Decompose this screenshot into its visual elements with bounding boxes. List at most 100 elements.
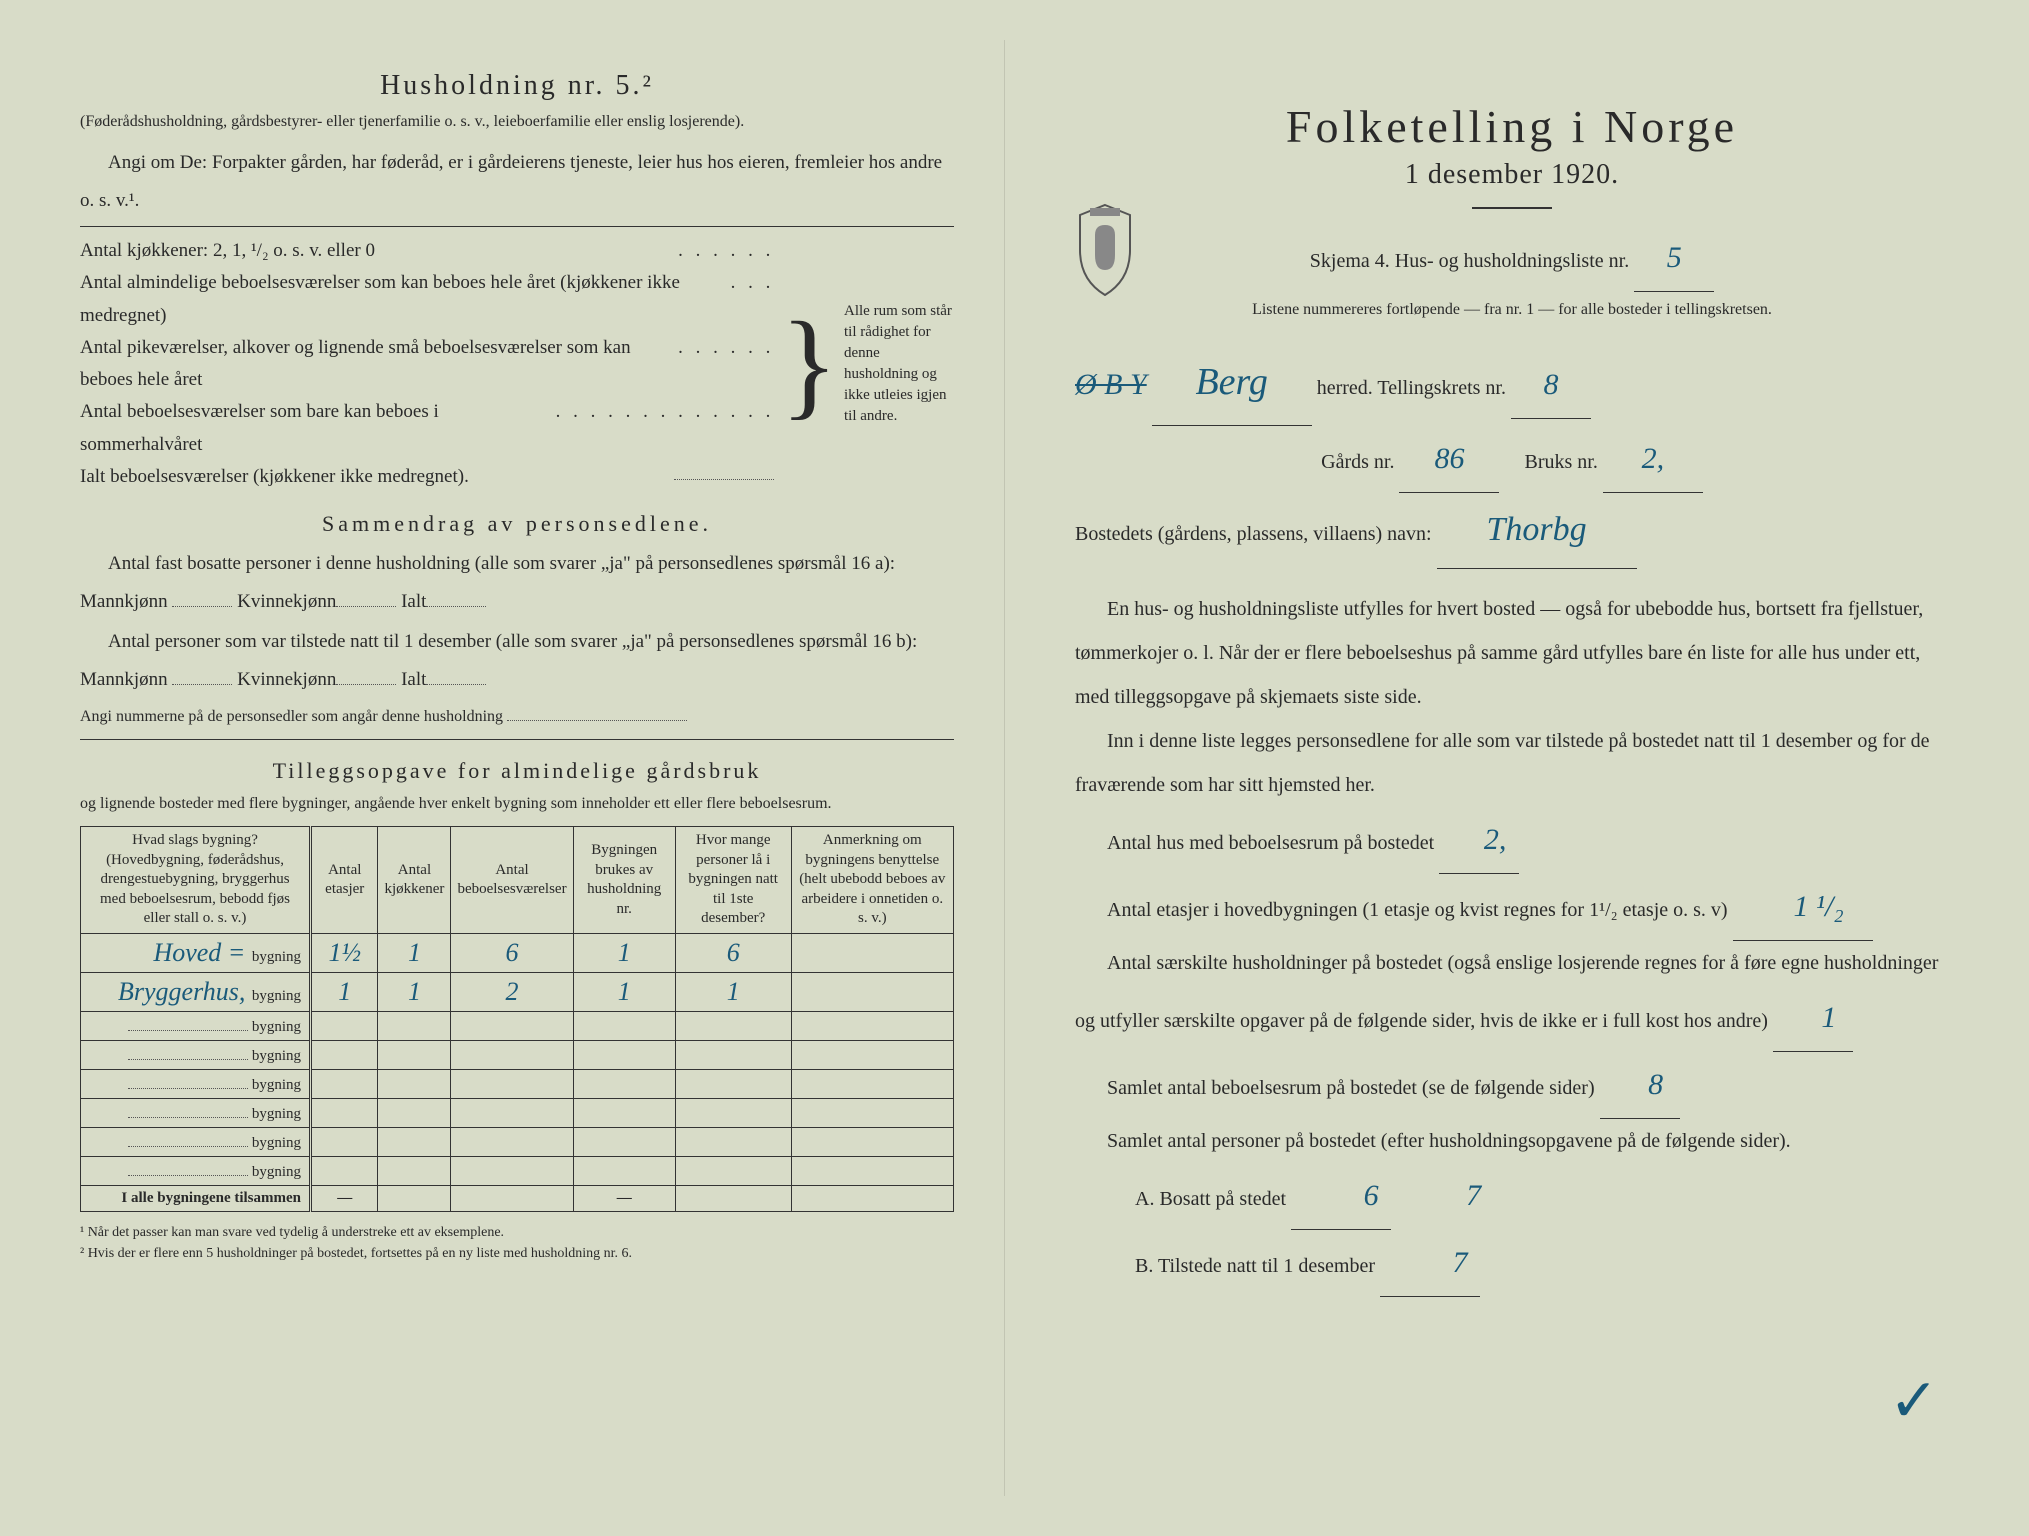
cell-bygning: bygning	[81, 1098, 311, 1127]
table-row: bygning	[81, 1040, 954, 1069]
cell-hushold	[573, 1069, 675, 1098]
cell-kjokkener: 1	[378, 933, 451, 972]
th-vaerelser: Antal beboelsesværelser	[451, 827, 573, 934]
census-title: Folketelling i Norge	[1075, 100, 1949, 153]
cell-kjokkener	[378, 1098, 451, 1127]
q-hus: Antal hus med beboelsesrum på bostedet	[1107, 832, 1434, 854]
table-row: bygning	[81, 1098, 954, 1127]
cell-personer	[675, 1127, 791, 1156]
cell-anm	[791, 1069, 953, 1098]
bosted-value: Thorbg	[1437, 493, 1637, 569]
cell-vaerelser	[451, 1156, 573, 1185]
cell-personer: 1	[675, 972, 791, 1011]
table-row: bygning	[81, 1127, 954, 1156]
building-table: Hvad slags bygning? (Hovedbygning, føder…	[80, 826, 954, 1212]
cell-vaerelser: 6	[451, 933, 573, 972]
brace-icon: }	[774, 310, 844, 418]
ialt-line: Ialt beboelsesværelser (kjøkkener ikke m…	[80, 461, 674, 493]
cell-etasjer	[311, 1098, 378, 1127]
cell-vaerelser	[451, 1127, 573, 1156]
cell-etasjer	[311, 1011, 378, 1040]
angi-text: Angi om De: Forpakter gården, har føderå…	[80, 144, 954, 220]
cell-bygning: bygning	[81, 1011, 311, 1040]
q-b: B. Tilstede natt til 1 desember	[1135, 1255, 1375, 1277]
cell-anm	[791, 1098, 953, 1127]
q-persons: Samlet antal personer på bostedet (efter…	[1075, 1119, 1949, 1163]
cell-etasjer	[311, 1127, 378, 1156]
v-hus: 2,	[1439, 807, 1519, 874]
table-row: Bryggerhus, bygning11211	[81, 972, 954, 1011]
cell-hushold: 1	[573, 933, 675, 972]
cell-hushold	[573, 1040, 675, 1069]
cell-anm	[791, 1011, 953, 1040]
cell-hushold	[573, 1098, 675, 1127]
table-row: bygning	[81, 1069, 954, 1098]
cell-hushold	[573, 1011, 675, 1040]
cell-bygning: bygning	[81, 1069, 311, 1098]
cell-anm	[791, 933, 953, 972]
cell-anm	[791, 1156, 953, 1185]
cell-anm	[791, 1040, 953, 1069]
cell-etasjer	[311, 1040, 378, 1069]
footnote-2: ² Hvis der er flere enn 5 husholdninger …	[80, 1243, 954, 1264]
total-label: I alle bygningene tilsammen	[81, 1185, 311, 1211]
cell-hushold	[573, 1127, 675, 1156]
coat-of-arms-icon	[1065, 200, 1145, 300]
th-kjokkener: Antal kjøkkener	[378, 827, 451, 934]
herred-value: Berg	[1152, 341, 1312, 426]
skjema-label: Skjema 4. Hus- og husholdningsliste nr.	[1310, 250, 1629, 272]
skjema-nr: 5	[1634, 225, 1714, 292]
right-page: Folketelling i Norge 1 desember 1920. Sk…	[1005, 40, 1999, 1496]
cell-vaerelser: 2	[451, 972, 573, 1011]
footnotes: ¹ Når det passer kan man svare ved tydel…	[80, 1222, 954, 1264]
herred-label: herred. Tellingskrets nr.	[1317, 377, 1506, 399]
cell-personer: 6	[675, 933, 791, 972]
bosted-label: Bostedets (gårdens, plassens, villaens) …	[1075, 523, 1432, 545]
table-row: bygning	[81, 1011, 954, 1040]
cell-kjokkener	[378, 1069, 451, 1098]
kitchens-line: Antal kjøkkener: 2, 1, ¹/₂ o. s. v. elle…	[80, 235, 678, 267]
th-anm: Anmerkning om bygningens benyttelse (hel…	[791, 827, 953, 934]
table-row: Hoved = bygning1½1616	[81, 933, 954, 972]
cell-hushold	[573, 1156, 675, 1185]
v-a2: 7	[1406, 1163, 1481, 1229]
cell-vaerelser	[451, 1040, 573, 1069]
cell-anm	[791, 1127, 953, 1156]
herred-struck: Ø B Y	[1075, 352, 1147, 418]
q-rooms: Samlet antal beboelsesrum på bostedet (s…	[1107, 1077, 1595, 1099]
tillegg-title: Tilleggsopgave for almindelige gårdsbruk	[80, 758, 954, 784]
cell-kjokkener	[378, 1156, 451, 1185]
para-1: En hus- og husholdningsliste utfylles fo…	[1075, 587, 1949, 719]
cell-bygning: bygning	[81, 1040, 311, 1069]
rooms-line-3: Antal beboelsesværelser som bare kan beb…	[80, 396, 556, 461]
cell-personer	[675, 1156, 791, 1185]
krets-nr: 8	[1511, 352, 1591, 419]
cell-vaerelser	[451, 1011, 573, 1040]
bruk-label: Bruks nr.	[1524, 451, 1597, 473]
cell-kjokkener	[378, 1040, 451, 1069]
table-row: bygning	[81, 1156, 954, 1185]
cell-personer	[675, 1011, 791, 1040]
rule	[80, 226, 954, 227]
footnote-1: ¹ Når det passer kan man svare ved tydel…	[80, 1222, 954, 1243]
cell-vaerelser	[451, 1098, 573, 1127]
census-date: 1 desember 1920.	[1075, 159, 1949, 191]
th-hushold: Bygningen brukes av husholdning nr.	[573, 827, 675, 934]
cell-etasjer: 1	[311, 972, 378, 1011]
bruk-nr: 2,	[1603, 426, 1703, 493]
husholdning-sub: (Føderådshusholdning, gårdsbestyrer- ell…	[80, 110, 954, 134]
right-body: En hus- og husholdningsliste utfylles fo…	[1075, 587, 1949, 1297]
cell-vaerelser	[451, 1069, 573, 1098]
th-personer: Hvor mange personer lå i bygningen natt …	[675, 827, 791, 934]
cell-personer	[675, 1098, 791, 1127]
q-a: A. Bosatt på stedet	[1135, 1188, 1286, 1210]
sammendrag-title: Sammendrag av personsedlene.	[80, 511, 954, 537]
checkmark-icon: ✓	[1889, 1366, 1939, 1436]
gard-label: Gårds nr.	[1321, 451, 1394, 473]
right-header: Folketelling i Norge 1 desember 1920. Sk…	[1075, 100, 1949, 327]
cell-kjokkener	[378, 1127, 451, 1156]
table-header-row: Hvad slags bygning? (Hovedbygning, føder…	[81, 827, 954, 934]
cell-etasjer	[311, 1069, 378, 1098]
v-rooms: 8	[1600, 1052, 1680, 1119]
brace-text: Alle rum som står til rådighet for denne…	[844, 301, 954, 427]
